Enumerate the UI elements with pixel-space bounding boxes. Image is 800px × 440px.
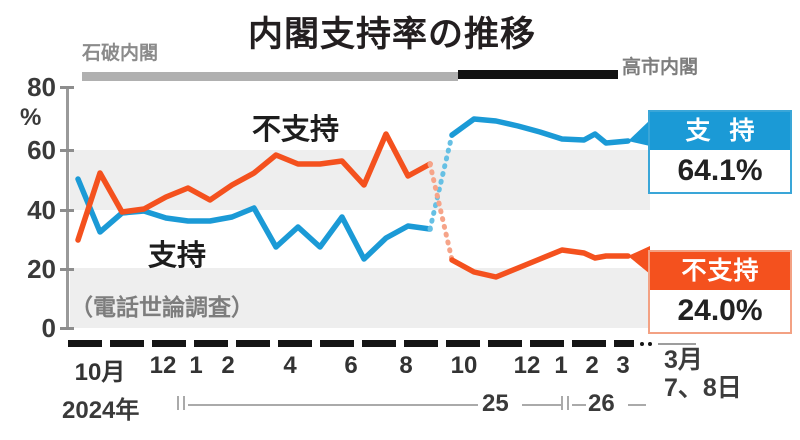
- x-tick-label-2: 1: [189, 352, 203, 379]
- cabinet-period-bar-takaichi: [458, 70, 618, 79]
- year-group-label-26: 26: [588, 390, 615, 417]
- series-label-support: 支持: [148, 240, 207, 272]
- x-axis: [68, 340, 696, 347]
- end-date-line1: 3月: [664, 346, 703, 374]
- callout-support[interactable]: 支 持 64.1%: [648, 110, 792, 194]
- line-oppose-bridge-dotted: [427, 161, 455, 263]
- x-tick-label-0: 10月: [74, 359, 126, 386]
- year-group-label-2024: 2024年: [62, 397, 140, 424]
- year-group-label-25: 25: [482, 390, 509, 417]
- callout-support-value: 64.1%: [650, 150, 790, 192]
- y-axis-line: [66, 86, 69, 330]
- year-rule-cap-b: [183, 396, 185, 410]
- cabinet-period-bar-ishiba: [82, 72, 458, 81]
- y-tick-0: [60, 327, 74, 330]
- end-date-annotation: 3月 7、8日: [664, 346, 742, 402]
- x-tick-label-4: 4: [283, 352, 297, 379]
- year-rule-2025-left: [188, 404, 478, 406]
- year-rule-cap-c: [561, 396, 563, 410]
- x-tick-label-7: 10: [450, 352, 478, 379]
- page-title: 内閣支持率の推移: [248, 15, 537, 54]
- year-rule-2025-right: [522, 404, 562, 406]
- end-date-line2: 7、8日: [664, 374, 742, 402]
- callout-leader-support: [628, 120, 650, 146]
- y-tick-40: [60, 209, 74, 212]
- year-rule-cap-a: [177, 396, 179, 410]
- callout-leader-oppose: [628, 246, 650, 274]
- callout-oppose-label: 不支持: [650, 252, 790, 290]
- y-tick-20: [60, 268, 74, 271]
- y-tick-label-60: 60: [27, 135, 56, 165]
- year-rule-2026-left: [572, 404, 586, 406]
- x-tick-label-9: 1: [554, 352, 568, 379]
- x-tick-label-11: 3: [616, 352, 630, 379]
- x-tick-label-3: 2: [221, 352, 235, 379]
- plot-band-lower: [70, 268, 650, 328]
- y-tick-label-0: 0: [41, 313, 56, 343]
- y-tick-label-40: 40: [27, 195, 56, 225]
- series-label-oppose: 不支持: [252, 114, 340, 146]
- cabinet-label-takaichi: 高市内閣: [622, 57, 699, 78]
- line-oppose-segment-1: [75, 131, 433, 243]
- x-tick-label-5: 6: [344, 352, 358, 379]
- line-oppose-segment-2: [449, 247, 631, 280]
- y-tick-60: [60, 149, 74, 152]
- line-support-segment-1: [75, 176, 433, 262]
- survey-note: （電話世論調査）: [70, 294, 254, 320]
- year-rule-2026-right: [628, 404, 646, 406]
- year-rule-cap-d: [567, 396, 569, 410]
- cabinet-label-ishiba: 石破内閣: [82, 43, 159, 64]
- x-tick-label-6: 8: [399, 352, 413, 379]
- line-support-segment-2: [449, 116, 631, 146]
- x-tick-label-8: 12: [513, 352, 541, 379]
- y-tick-80: [60, 86, 74, 89]
- y-axis-unit: %: [20, 104, 42, 131]
- x-tick-label-10: 2: [585, 352, 599, 379]
- x-tick-label-1: 12: [149, 352, 177, 379]
- line-support-bridge-dotted: [427, 132, 455, 232]
- callout-oppose-value: 24.0%: [650, 290, 790, 332]
- callout-oppose[interactable]: 不支持 24.0%: [648, 250, 792, 334]
- y-tick-label-20: 20: [27, 254, 56, 284]
- y-tick-label-80: 80: [27, 72, 56, 102]
- callout-support-label: 支 持: [650, 112, 790, 150]
